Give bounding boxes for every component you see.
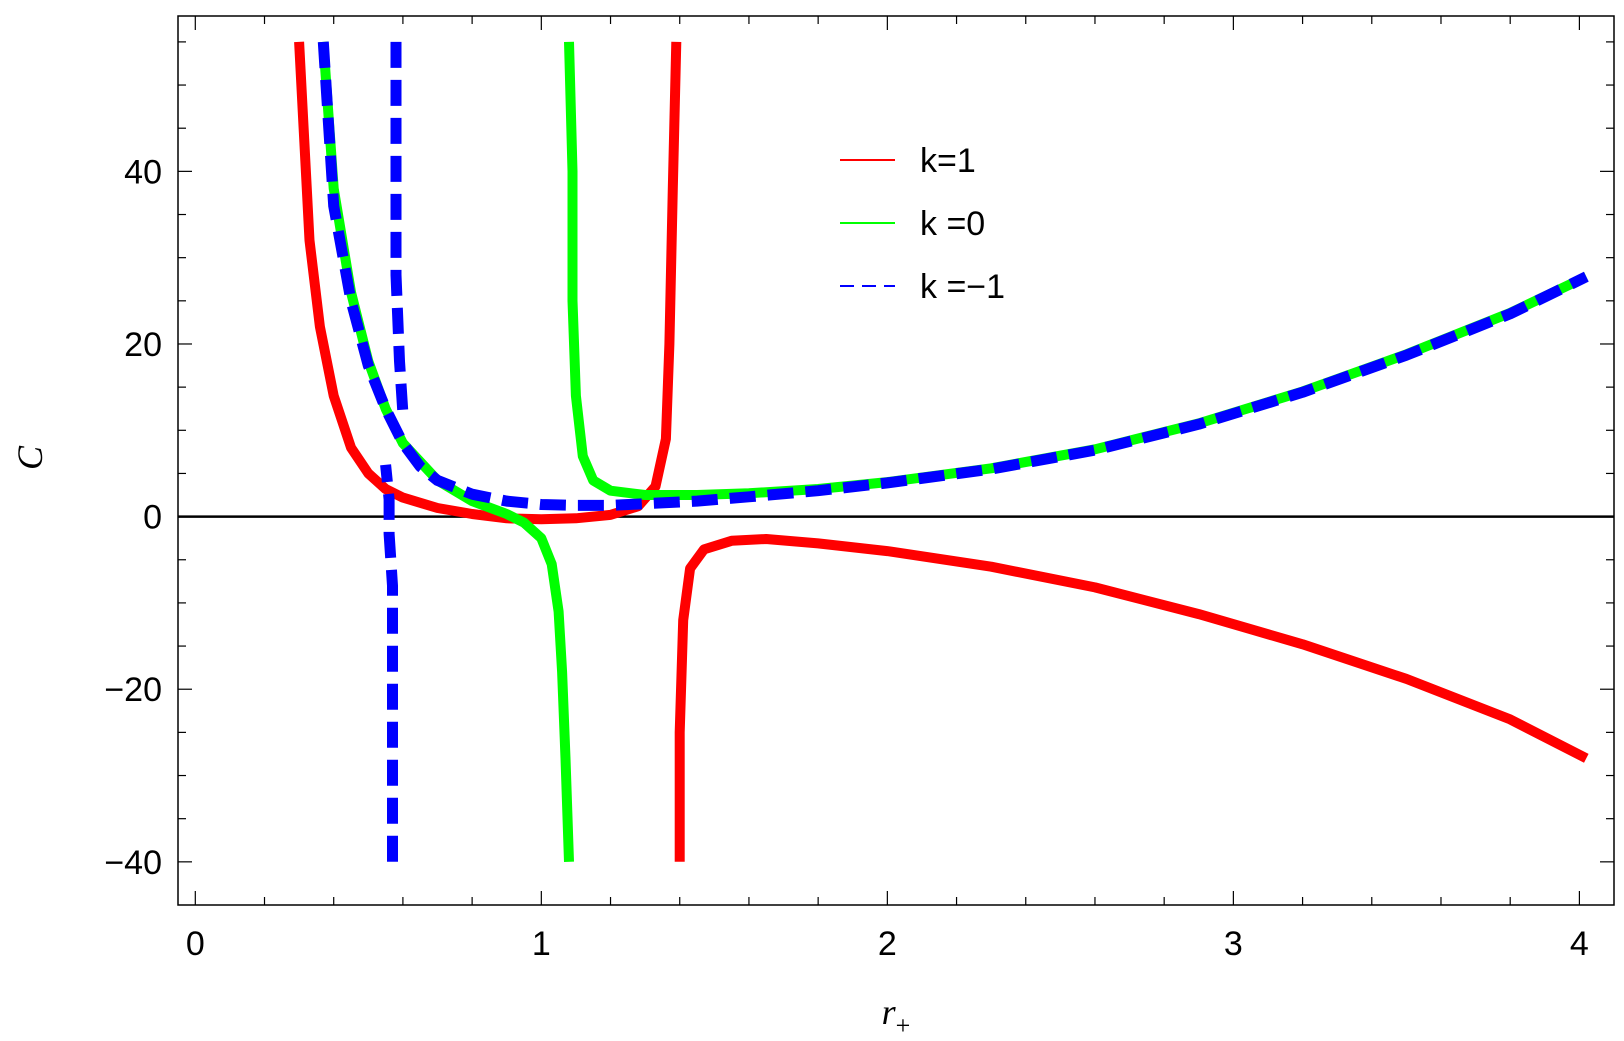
x-tick-label: 3 — [1224, 925, 1243, 963]
series-layer — [294, 41, 1589, 862]
y-axis-title: C — [10, 445, 50, 470]
series-line-k1-segment-2 — [674, 534, 1589, 862]
series-line-km1-segment-3 — [317, 41, 1589, 511]
y-tick-label: −40 — [104, 844, 162, 882]
y-tick-label: 40 — [124, 153, 162, 191]
legend-label: k =−1 — [920, 268, 1005, 306]
legend-label: k=1 — [920, 142, 976, 180]
x-axis-title-subscript: + — [896, 1011, 911, 1040]
x-tick-label: 2 — [878, 925, 897, 963]
legend-label: k =0 — [920, 205, 985, 243]
plot-frame — [177, 15, 1615, 906]
legend: k=1 k =0 k =−1 — [840, 142, 1005, 306]
x-tick-label: 1 — [532, 925, 551, 963]
series-line-k0-segment-1 — [318, 41, 574, 862]
y-tick-label: −20 — [104, 671, 162, 709]
series-line-k0-segment-2 — [564, 41, 1589, 500]
series-line-k1-segment-1 — [294, 41, 682, 525]
x-axis-title: r+ — [882, 992, 911, 1040]
y-tick-label: 0 — [143, 499, 162, 537]
series-line-km1-segment-1 — [380, 464, 398, 862]
x-axis-title-main: r — [882, 992, 897, 1032]
axis-tick-labels: 0 1 2 3 4 −40 −20 0 20 40 — [104, 153, 1589, 963]
series-line-km1-segment-2 — [390, 41, 409, 414]
x-tick-label: 0 — [186, 925, 205, 963]
y-tick-label: 20 — [124, 326, 162, 364]
x-tick-label: 4 — [1570, 925, 1589, 963]
